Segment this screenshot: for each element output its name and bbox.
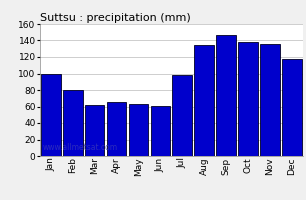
- Bar: [238, 42, 258, 156]
- Bar: [260, 44, 280, 156]
- Bar: [107, 102, 126, 156]
- Bar: [282, 59, 302, 156]
- Bar: [151, 106, 170, 156]
- Text: Suttsu : precipitation (mm): Suttsu : precipitation (mm): [40, 13, 191, 23]
- Bar: [194, 45, 214, 156]
- Bar: [216, 35, 236, 156]
- Bar: [129, 104, 148, 156]
- Text: www.allmetsat.com: www.allmetsat.com: [43, 143, 118, 152]
- Bar: [173, 75, 192, 156]
- Bar: [63, 90, 83, 156]
- Bar: [41, 73, 61, 156]
- Bar: [85, 105, 104, 156]
